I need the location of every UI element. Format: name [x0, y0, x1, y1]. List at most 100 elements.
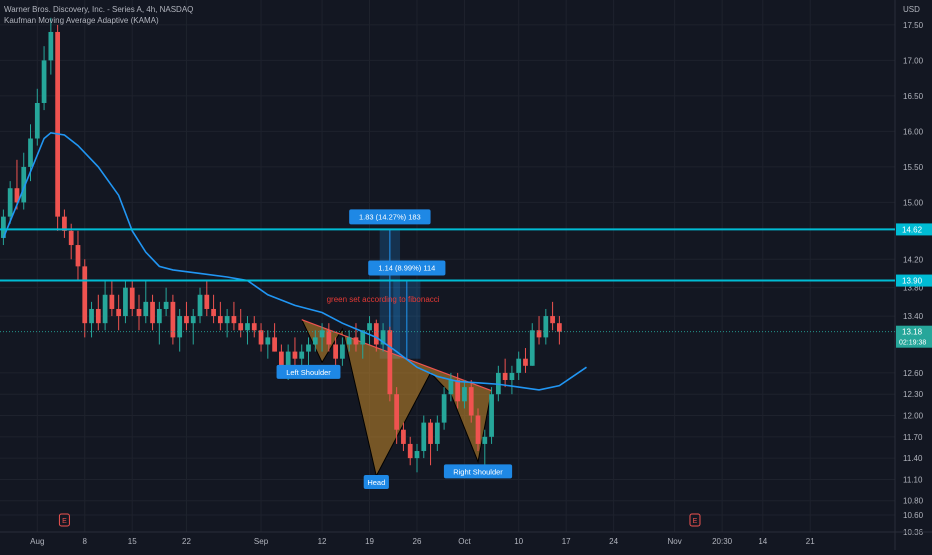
earnings-marker[interactable] [58, 513, 70, 527]
candle[interactable] [258, 330, 264, 345]
candle[interactable] [116, 308, 122, 317]
candle[interactable] [21, 166, 27, 203]
candle[interactable] [360, 330, 366, 345]
candle[interactable] [62, 216, 67, 231]
candle[interactable] [245, 323, 250, 331]
candle[interactable] [340, 344, 345, 359]
candle[interactable] [523, 358, 528, 366]
indicator-title[interactable]: Kaufman Moving Average Adaptive (KAMA) [4, 16, 159, 25]
y-tick-label: 14.20 [903, 255, 924, 264]
candle[interactable] [312, 337, 318, 345]
x-tick-label: 10 [514, 537, 523, 546]
candle[interactable] [109, 294, 115, 309]
candle[interactable] [28, 138, 33, 167]
candle[interactable] [434, 422, 440, 444]
candle[interactable] [224, 316, 230, 324]
candle[interactable] [279, 351, 284, 366]
x-tick-label: 8 [83, 537, 88, 546]
candle[interactable] [421, 422, 427, 452]
candle[interactable] [414, 451, 420, 459]
candle[interactable] [82, 266, 88, 324]
candle[interactable] [285, 351, 291, 366]
candle[interactable] [163, 301, 169, 309]
candle[interactable] [299, 351, 305, 359]
candle[interactable] [170, 301, 176, 338]
candle[interactable] [346, 337, 352, 345]
x-tick-label: 24 [609, 537, 618, 546]
candle[interactable] [462, 387, 467, 402]
candle[interactable] [177, 316, 183, 338]
symbol-title[interactable]: Warner Bros. Discovery, Inc. - Series A,… [4, 5, 194, 14]
candle[interactable] [306, 344, 311, 352]
candle[interactable] [543, 316, 549, 338]
candle[interactable] [326, 330, 332, 345]
candle[interactable] [217, 316, 223, 324]
candle[interactable] [34, 102, 40, 139]
candle[interactable] [373, 323, 379, 345]
candle[interactable] [68, 230, 74, 246]
candle[interactable] [190, 316, 196, 324]
candle[interactable] [136, 308, 142, 317]
candle[interactable] [55, 31, 61, 217]
candle[interactable] [1, 216, 6, 238]
candle[interactable] [557, 323, 562, 332]
fibonacci-note[interactable]: green set according to fibonacci [327, 295, 440, 304]
candle[interactable] [529, 330, 535, 366]
pattern-label[interactable]: Left Shoulder [286, 368, 331, 377]
candle[interactable] [156, 308, 162, 324]
candle[interactable] [211, 308, 216, 317]
pattern-label[interactable]: Right Shoulder [453, 467, 503, 476]
candle[interactable] [516, 358, 522, 373]
candle[interactable] [387, 330, 393, 395]
y-tick-label: 13.40 [903, 312, 924, 321]
candle[interactable] [231, 316, 237, 324]
candle[interactable] [48, 31, 54, 61]
candle[interactable] [150, 301, 155, 324]
candle[interactable] [319, 330, 325, 338]
candle[interactable] [380, 330, 386, 345]
candle[interactable] [7, 188, 13, 217]
candle[interactable] [204, 294, 210, 309]
candle[interactable] [102, 294, 108, 324]
candle[interactable] [489, 394, 494, 437]
candle[interactable] [14, 188, 20, 203]
candle[interactable] [184, 316, 189, 324]
earnings-marker[interactable] [689, 513, 701, 527]
candle[interactable] [475, 415, 481, 444]
candle[interactable] [197, 294, 203, 317]
candle[interactable] [441, 394, 447, 423]
candle[interactable] [550, 316, 555, 324]
candle[interactable] [468, 387, 474, 416]
candle[interactable] [75, 245, 81, 267]
candle[interactable] [272, 337, 277, 352]
candle[interactable] [238, 323, 244, 331]
candle[interactable] [401, 429, 406, 444]
candle[interactable] [367, 323, 372, 331]
candle[interactable] [455, 380, 461, 402]
candle[interactable] [41, 60, 47, 103]
candle[interactable] [407, 443, 413, 459]
candle[interactable] [394, 394, 400, 430]
candle[interactable] [353, 337, 359, 345]
candle[interactable] [123, 287, 128, 317]
candle[interactable] [502, 372, 508, 380]
candle[interactable] [536, 330, 542, 338]
candle[interactable] [143, 301, 149, 317]
pattern-label[interactable]: Head [367, 478, 385, 487]
candle[interactable] [129, 287, 135, 309]
y-tick-label: 11.40 [903, 454, 923, 463]
kama-line[interactable] [2, 131, 587, 391]
y-tick-label: 10.80 [903, 497, 924, 506]
candle[interactable] [292, 351, 298, 359]
candle[interactable] [89, 308, 94, 324]
candle[interactable] [509, 372, 515, 380]
earnings-marker-label: E [693, 518, 698, 525]
candle[interactable] [333, 344, 338, 359]
candle[interactable] [482, 436, 488, 444]
candle[interactable] [428, 422, 433, 444]
candle[interactable] [95, 308, 101, 324]
candle[interactable] [251, 323, 257, 331]
candle[interactable] [448, 380, 454, 395]
candle[interactable] [265, 337, 271, 345]
